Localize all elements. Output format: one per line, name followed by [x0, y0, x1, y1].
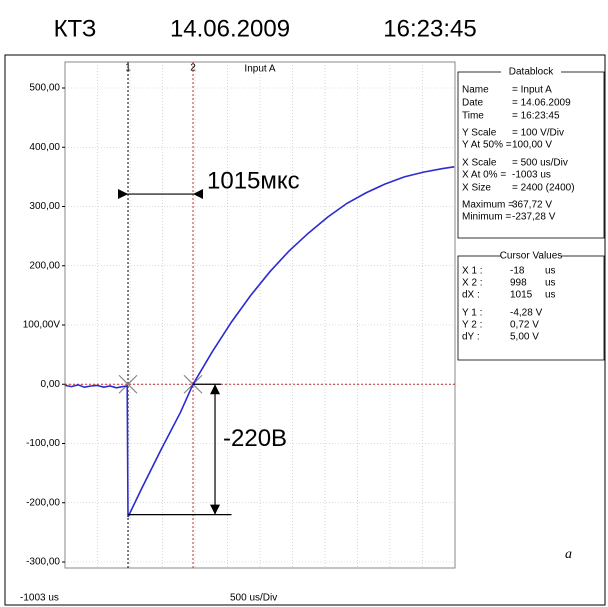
dy-annotation: -220В: [223, 425, 287, 452]
panel-text: 998: [510, 278, 527, 289]
panel-text: dX :: [462, 290, 480, 301]
corner-label: a: [565, 547, 572, 562]
panel-text: = 500 us/Div: [512, 158, 568, 169]
y-tick-label: 500,00: [29, 83, 60, 94]
panel-text: 5,00 V: [510, 332, 539, 343]
cursor-label: 1: [125, 63, 131, 74]
series-line: [64, 166, 455, 518]
panel-text: Y 2 :: [462, 320, 482, 331]
cursor-label: 2: [190, 63, 196, 74]
panel-text: = 14.06.2009: [512, 98, 571, 109]
cursor-cross: [118, 374, 138, 394]
panel-text: us: [545, 290, 556, 301]
title-bg: [501, 250, 561, 262]
panel-text: Name: [462, 85, 489, 96]
panel-text: 0,72 V: [510, 320, 539, 331]
panel-text: Date: [462, 98, 484, 109]
panel-text: 367,72 V: [512, 200, 552, 211]
panel-text: = Input A: [512, 85, 552, 96]
title-bg: [501, 66, 561, 78]
header-text: 14.06.2009: [170, 15, 290, 42]
panel-text: dY :: [462, 332, 480, 343]
panel-text: 100,00 V: [512, 140, 552, 151]
panel-text: Maximum =: [462, 200, 514, 211]
x-scale-label: 500 us/Div: [230, 593, 277, 604]
y-tick-label: 200,00: [29, 260, 60, 271]
panel-text: Time: [462, 111, 484, 122]
panel-text: Y 1 :: [462, 308, 482, 319]
plot-title: Input A: [244, 64, 275, 75]
header-text: 16:23:45: [383, 15, 476, 42]
panel-text: us: [545, 278, 556, 289]
panel-text: Y Scale: [462, 128, 497, 139]
y-tick-label: -100,00: [26, 438, 60, 449]
panel-text: -1003 us: [512, 170, 551, 181]
panel-text: X Scale: [462, 158, 497, 169]
panel-text: = 16:23:45: [512, 111, 560, 122]
panel-title: Cursor Values: [500, 251, 563, 262]
panel-text: us: [545, 266, 556, 277]
panel-text: Minimum =: [462, 212, 511, 223]
panel-text: X 2 :: [462, 278, 483, 289]
y-tick-label: 100,00V: [23, 320, 61, 331]
panel-text: X Size: [462, 183, 491, 194]
y-tick-label: -200,00: [26, 497, 60, 508]
y-tick-label: 300,00: [29, 201, 60, 212]
panel-title: Datablock: [509, 67, 554, 78]
y-tick-label: -300,00: [26, 557, 60, 568]
panel-text: -18: [510, 266, 525, 277]
panel-text: X At 0% =: [462, 170, 506, 181]
panel-text: Y At 50% =: [462, 140, 512, 151]
panel-text: X 1 :: [462, 266, 483, 277]
x-left-label: -1003 us: [20, 593, 59, 604]
y-tick-label: 0,00: [41, 379, 61, 390]
panel-text: -4,28 V: [510, 308, 543, 319]
dx-annotation: 1015мкс: [207, 167, 300, 194]
panel-text: = 2400 (2400): [512, 183, 575, 194]
header-text: КТЗ: [54, 15, 97, 42]
panel-text: = 100 V/Div: [512, 128, 564, 139]
y-tick-label: 400,00: [29, 142, 60, 153]
panel-text: 1015: [510, 290, 533, 301]
panel-text: -237,28 V: [512, 212, 556, 223]
